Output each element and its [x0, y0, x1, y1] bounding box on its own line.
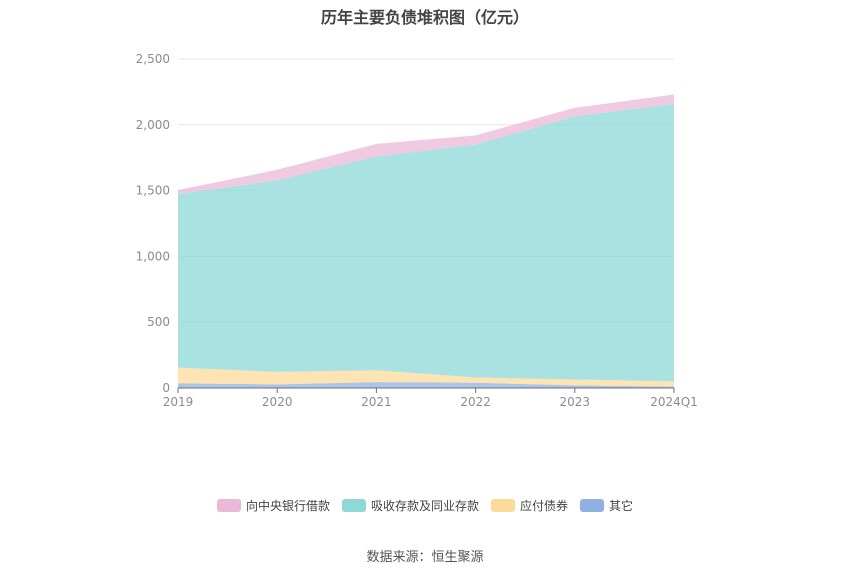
- legend-item[interactable]: 向中央银行借款: [216, 497, 330, 514]
- area-series-吸收存款及同业存款[interactable]: [178, 103, 674, 382]
- legend-swatch: [341, 499, 366, 512]
- area-series-向中央银行借款[interactable]: [178, 94, 674, 194]
- y-tick-label: 500: [147, 315, 170, 329]
- legend-item[interactable]: 应付债券: [491, 497, 568, 514]
- x-tick-label: 2023: [560, 395, 591, 409]
- y-tick-label: 2,000: [136, 118, 170, 132]
- x-tick-label: 2024Q1: [650, 395, 698, 409]
- legend-label: 吸收存款及同业存款: [370, 499, 479, 513]
- area-series: [178, 94, 674, 388]
- legend-item[interactable]: 其它: [580, 497, 633, 514]
- y-tick-label: 1,000: [136, 249, 170, 263]
- x-tick-label: 2019: [163, 395, 194, 409]
- legend: 向中央银行借款 吸收存款及同业存款 应付债券 其它: [0, 497, 850, 514]
- y-tick-label: 2,500: [136, 52, 170, 66]
- legend-label: 向中央银行借款: [245, 499, 330, 513]
- chart-title: 历年主要负债堆积图（亿元）: [320, 8, 529, 27]
- area-series-应付债券[interactable]: [178, 367, 674, 387]
- y-tick-label: 0: [162, 381, 170, 395]
- area-series-其它[interactable]: [178, 382, 674, 388]
- legend-swatch: [216, 499, 241, 512]
- x-tick-label: 2020: [262, 395, 293, 409]
- axes: 0 500 1,000 1,500 2,000 2,500 2019 2020 2021 2022…: [136, 52, 698, 409]
- x-tick-label: 2022: [460, 395, 491, 409]
- legend-swatch: [580, 499, 605, 512]
- chart-plot: 0 500 1,000 1,500 2,000 2,500 2019 2020 2021 2022…: [136, 52, 698, 409]
- y-tick-label: 1,500: [136, 184, 170, 198]
- legend-item[interactable]: 吸收存款及同业存款: [341, 497, 479, 514]
- source-note: 数据来源：恒生聚源: [366, 550, 484, 565]
- legend-label: 其它: [609, 499, 634, 513]
- legend-swatch: [491, 499, 515, 512]
- legend-label: 应付债券: [520, 499, 569, 513]
- x-tick-label: 2021: [361, 395, 392, 409]
